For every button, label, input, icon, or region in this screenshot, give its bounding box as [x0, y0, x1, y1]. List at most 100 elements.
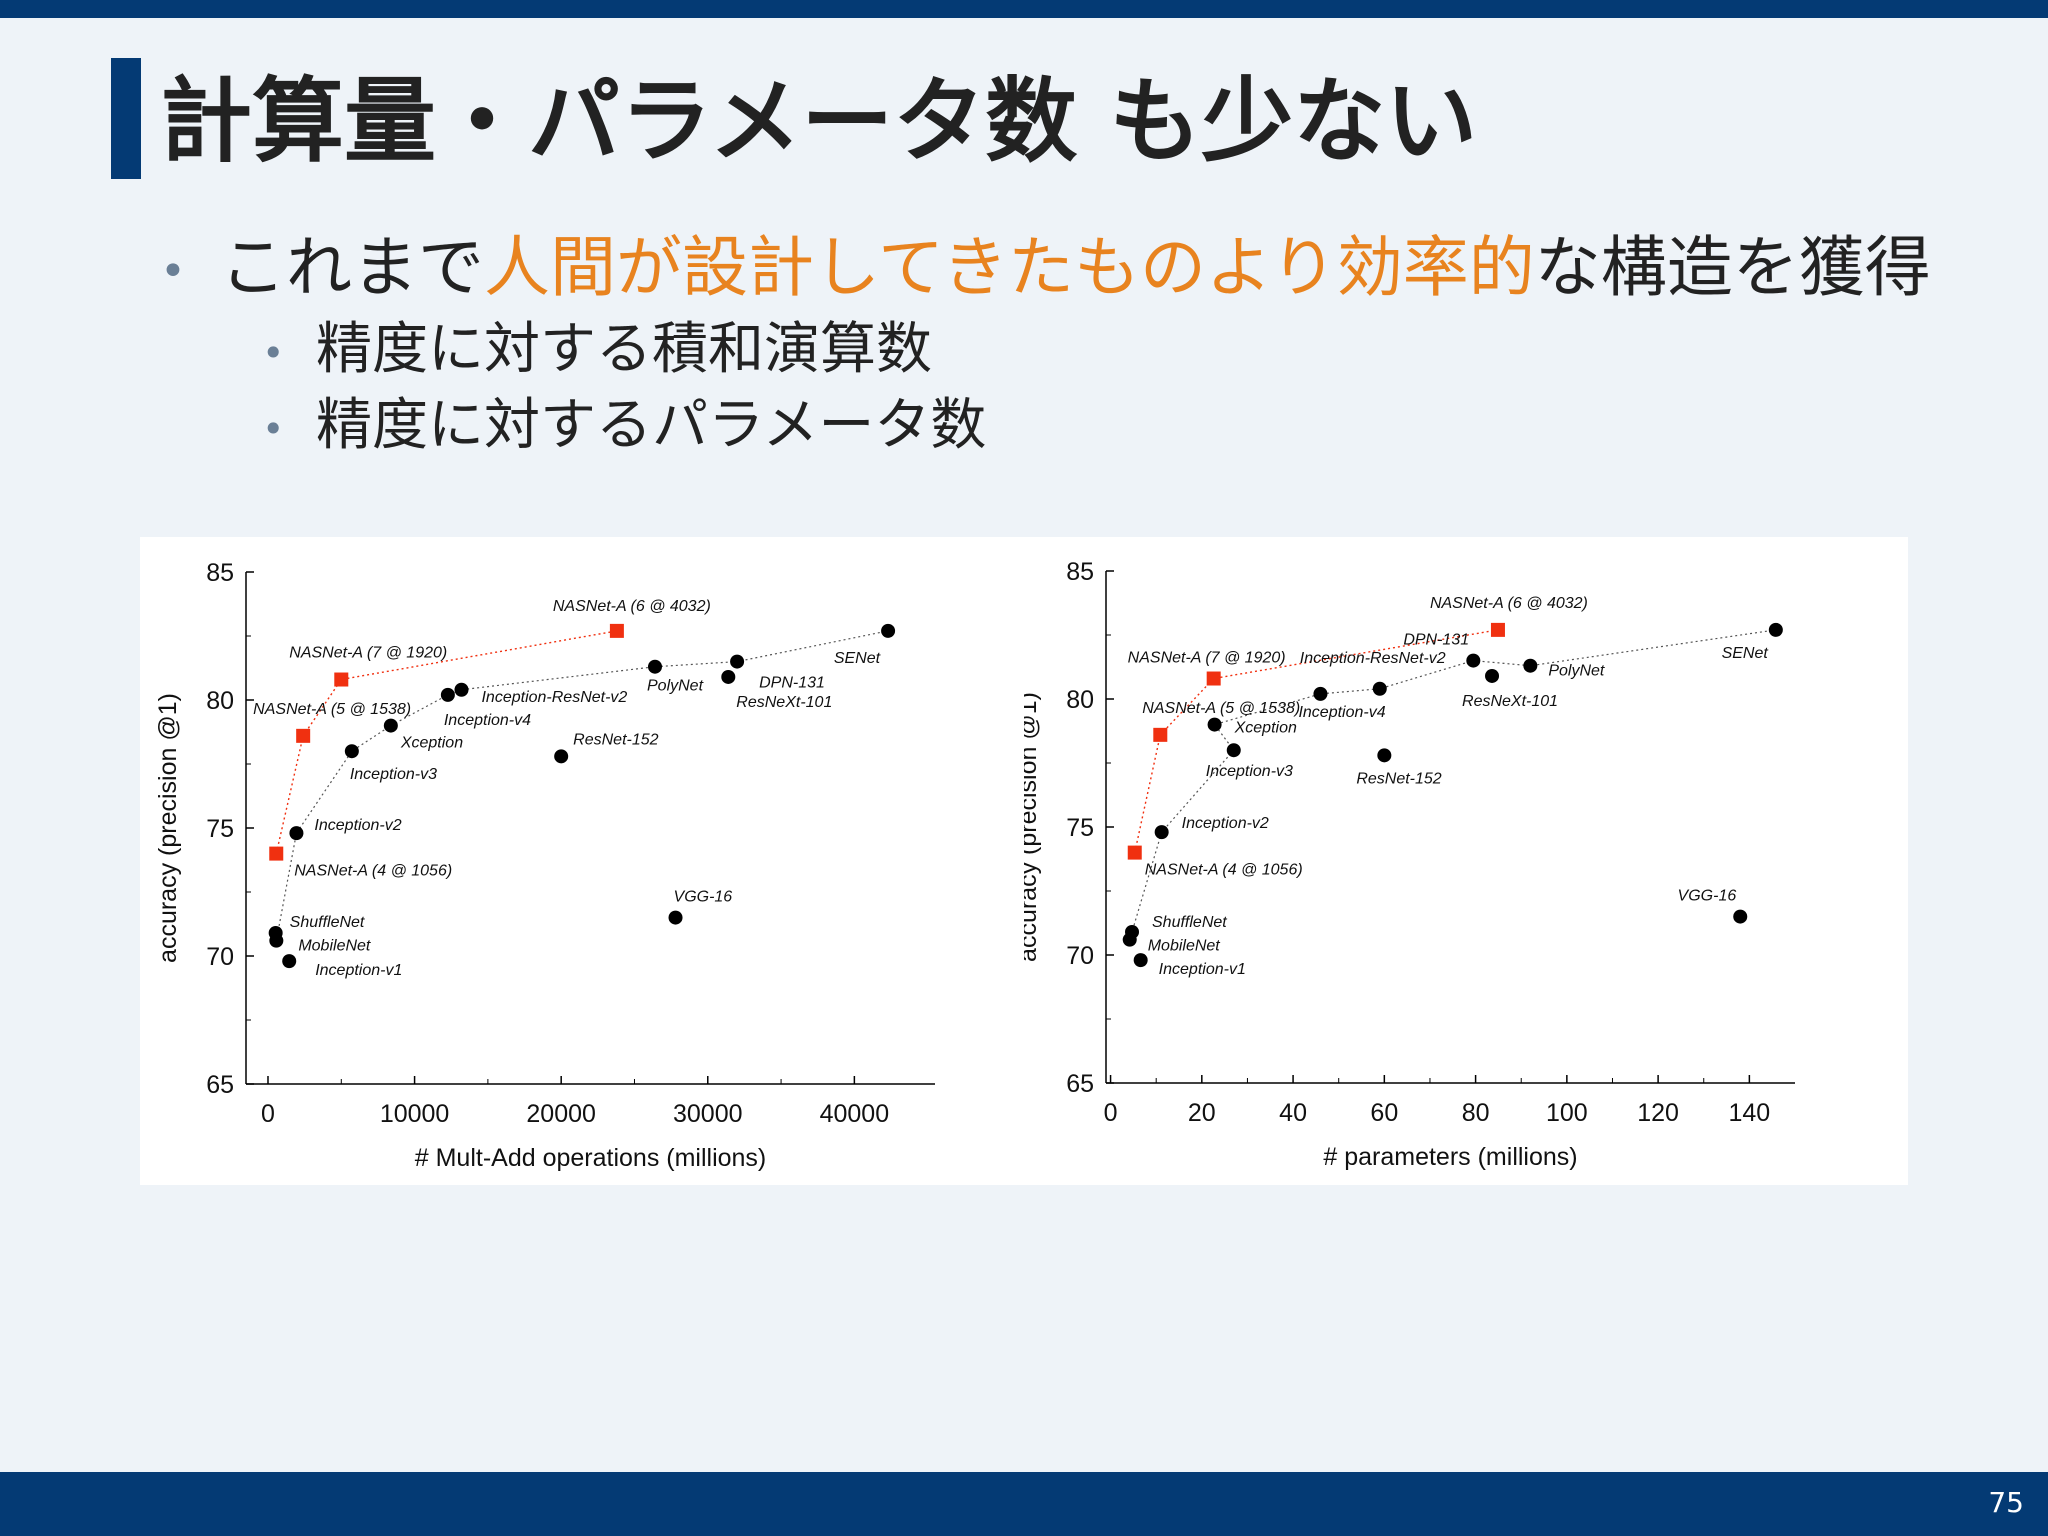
point-label: Inception-v4	[1298, 704, 1385, 721]
bullet-main: • これまで人間が設計してきたものより効率的な構造を獲得	[160, 228, 1931, 308]
sub-bullet-dot-icon: •	[262, 406, 285, 451]
nasnet-point	[609, 623, 624, 638]
model-point	[1372, 681, 1387, 696]
point-label: Inception-v1	[315, 962, 402, 979]
x-tick-label: 60	[1370, 1099, 1398, 1127]
y-tick-label: 65	[1066, 1070, 1094, 1098]
nasnet-point	[1490, 622, 1505, 637]
x-axis-label: # Mult-Add operations (millions)	[415, 1144, 767, 1172]
model-point	[1523, 658, 1538, 673]
sub-bullet-2: • 精度に対するパラメータ数	[262, 390, 986, 462]
point-label: NASNet-A (4 @ 1056)	[294, 863, 452, 880]
point-label: MobileNet	[298, 938, 371, 955]
point-label: Xception	[400, 735, 463, 752]
y-tick-label: 70	[1066, 942, 1094, 970]
title-accent-bar	[111, 58, 141, 179]
point-label: NASNet-A (7 @ 1920)	[289, 645, 447, 662]
point-label: Inception-ResNet-v2	[1300, 650, 1446, 667]
point-label: NASNet-A (4 @ 1056)	[1145, 862, 1303, 879]
x-tick-label: 30000	[673, 1100, 743, 1128]
x-tick-label: 40000	[820, 1100, 890, 1128]
model-point	[1377, 748, 1392, 763]
model-point	[282, 954, 297, 969]
top-bar	[0, 0, 2048, 18]
slide-title: 計算量・パラメータ数 も少ない	[160, 68, 1478, 175]
sub-bullet-text: 精度に対するパラメータ数	[316, 393, 987, 458]
x-tick-label: 120	[1637, 1099, 1679, 1127]
nasnet-line	[275, 630, 618, 854]
point-label: Inception-v3	[1206, 763, 1293, 780]
model-point	[383, 718, 398, 733]
y-tick-label: 85	[1066, 558, 1094, 586]
x-tick-label: 20	[1188, 1099, 1216, 1127]
bullet-dot-icon: •	[160, 245, 186, 297]
nasnet-point	[269, 846, 284, 861]
sub-bullet-1: • 精度に対する積和演算数	[262, 314, 932, 386]
bullet-text-after: な構造を獲得	[1534, 229, 1931, 306]
model-point	[1122, 932, 1137, 947]
point-label: Xception	[1234, 720, 1297, 737]
model-point	[1207, 717, 1222, 732]
nasnet-point	[1127, 845, 1142, 860]
model-point	[344, 744, 359, 759]
model-point	[1733, 909, 1748, 924]
model-point	[730, 654, 745, 669]
bullet-highlight: 人間が設計してきたものより効率的	[484, 229, 1535, 306]
y-tick-label: 80	[1066, 686, 1094, 714]
point-label: NASNet-A (6 @ 4032)	[1430, 595, 1588, 612]
point-label: PolyNet	[1548, 663, 1605, 680]
point-label: NASNet-A (7 @ 1920)	[1128, 650, 1286, 667]
model-point	[1133, 953, 1148, 968]
y-tick-label: 65	[206, 1071, 234, 1099]
model-point	[881, 623, 896, 638]
point-label: ResNet-152	[1356, 770, 1441, 787]
nasnet-point	[1153, 727, 1168, 742]
sub-bullet-dot-icon: •	[262, 330, 285, 375]
point-label: NASNet-A (5 @ 1538)	[253, 701, 411, 718]
nasnet-line	[1134, 629, 1499, 853]
point-label: DPN-131	[1403, 632, 1469, 649]
chart-panel: 65 70 75 80 85 0 10000 20000 30000 40000 # Mult-Ad…	[140, 537, 1908, 1185]
point-label: MobileNet	[1148, 938, 1221, 955]
point-label: ShuffleNet	[1152, 914, 1227, 931]
point-label: Inception-ResNet-v2	[481, 689, 627, 706]
point-label: Inception-v1	[1159, 961, 1246, 978]
point-label: NASNet-A (6 @ 4032)	[553, 598, 711, 615]
point-label: Inception-v2	[314, 817, 401, 834]
x-tick-label: 100	[1546, 1099, 1588, 1127]
bullet-text-before: これまで	[220, 229, 484, 306]
model-point	[668, 910, 683, 925]
nasnet-point	[296, 728, 311, 743]
nasnet-point	[1206, 671, 1221, 686]
model-point	[1154, 825, 1169, 840]
y-tick-label: 75	[206, 815, 234, 843]
y-tick-label: 80	[206, 687, 234, 715]
point-label: NASNet-A (5 @ 1538)	[1142, 700, 1300, 717]
y-axis-label: accuracy (precision @1)	[1024, 692, 1042, 962]
x-tick-label: 10000	[380, 1100, 450, 1128]
page-number: 75	[1988, 1486, 2024, 1519]
y-tick-label: 70	[206, 943, 234, 971]
x-tick-label: 0	[1104, 1099, 1118, 1127]
y-tick-label: 75	[1066, 814, 1094, 842]
nasnet-point	[334, 672, 349, 687]
chart-parameters: 65 70 75 80 85 0 20 40 60 80 100 120 140 # parameters…	[1024, 558, 1795, 1171]
point-label: VGG-16	[674, 889, 733, 906]
point-label: Inception-v3	[350, 766, 437, 783]
point-label: ResNeXt-101	[1462, 693, 1558, 710]
point-label: ResNet-152	[573, 731, 658, 748]
model-point	[1226, 743, 1241, 758]
model-point	[289, 826, 304, 841]
model-point	[648, 659, 663, 674]
point-label: ResNeXt-101	[736, 694, 832, 711]
model-point	[721, 669, 736, 684]
point-label: Inception-v2	[1182, 815, 1269, 832]
point-label: ShuffleNet	[290, 914, 365, 931]
x-tick-label: 20000	[526, 1100, 596, 1128]
model-point	[1485, 668, 1500, 683]
chart-mult-add: 65 70 75 80 85 0 10000 20000 30000 40000 # Mult-Ad…	[154, 559, 935, 1172]
x-tick-label: 0	[261, 1100, 275, 1128]
x-tick-label: 40	[1279, 1099, 1307, 1127]
point-label: Inception-v4	[444, 712, 531, 729]
